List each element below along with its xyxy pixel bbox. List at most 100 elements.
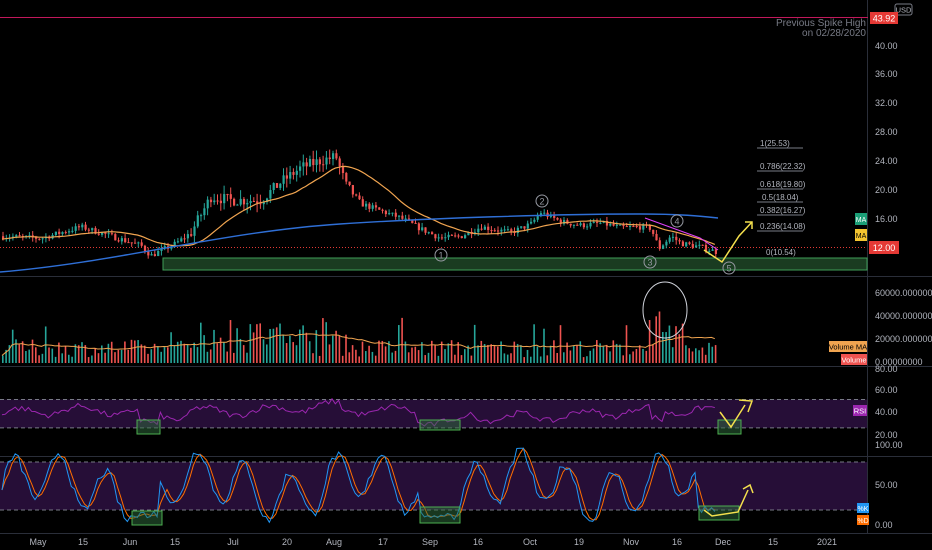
candle-body bbox=[206, 199, 209, 209]
volume-bar bbox=[124, 341, 126, 363]
volume-bar bbox=[477, 345, 479, 363]
volume-axis[interactable]: 60000.00000000 40000.00000000 20000.0000… bbox=[829, 288, 932, 367]
candle-body bbox=[223, 194, 226, 204]
volume-bar bbox=[312, 353, 314, 363]
rsi-layer bbox=[0, 397, 867, 435]
volume-bar bbox=[31, 339, 34, 363]
volume-bar bbox=[523, 357, 525, 363]
fib-label: 0.382(16.27) bbox=[760, 206, 806, 215]
wave-circle bbox=[670, 214, 684, 228]
volume-bar bbox=[64, 345, 67, 363]
candle-body bbox=[117, 240, 120, 242]
volume-label: Volume bbox=[841, 356, 866, 365]
candle-body bbox=[282, 175, 285, 184]
time-tick: 15 bbox=[170, 537, 180, 547]
candle-body bbox=[279, 183, 282, 188]
candle-body bbox=[622, 224, 625, 227]
volume-bars-layer bbox=[1, 281, 717, 363]
price-pane[interactable] bbox=[0, 0, 867, 276]
volume-bar bbox=[678, 334, 681, 363]
wave-label: 2 bbox=[539, 197, 544, 207]
volume-bar bbox=[219, 337, 222, 363]
candle-body bbox=[506, 229, 510, 231]
candle-body bbox=[424, 227, 427, 233]
fibonacci-levels[interactable]: 1(25.53) 0.786(22.32) 0.618(19.80) 0.5(1… bbox=[757, 139, 806, 257]
volume-bar bbox=[530, 356, 532, 363]
volume-bar bbox=[695, 348, 697, 363]
volume-bar bbox=[25, 350, 27, 363]
volume-bar bbox=[348, 352, 351, 363]
volume-bar bbox=[424, 355, 426, 363]
volume-bar bbox=[48, 347, 50, 363]
currency-badge[interactable] bbox=[894, 3, 913, 16]
volume-bar bbox=[190, 347, 192, 363]
volume-bar bbox=[506, 354, 509, 363]
candle-body bbox=[266, 198, 269, 203]
candle-body bbox=[609, 223, 612, 226]
price-axis[interactable]: USD 43.92 40.00 36.00 32.00 28.00 24.00 … bbox=[855, 3, 913, 254]
stoch-k-badge bbox=[857, 503, 869, 513]
candle-body bbox=[638, 226, 642, 230]
volume-bar bbox=[391, 352, 393, 363]
volume-bar bbox=[58, 342, 60, 363]
volume-bar bbox=[662, 331, 664, 363]
volume-bar bbox=[180, 340, 182, 363]
candle-body bbox=[592, 221, 595, 223]
volume-bar bbox=[216, 343, 219, 363]
candle-body bbox=[576, 224, 579, 226]
stoch-layer bbox=[0, 447, 867, 526]
candle-body bbox=[97, 233, 100, 235]
volume-bar bbox=[437, 355, 440, 363]
candle-body bbox=[391, 212, 394, 214]
volume-bar bbox=[150, 349, 153, 363]
candle-body bbox=[229, 194, 232, 199]
volume-pane[interactable] bbox=[0, 277, 867, 366]
volume-bar bbox=[355, 349, 357, 363]
rsi-axis[interactable]: 80.00 60.00 40.00 20.00 RSI bbox=[853, 364, 898, 440]
candle-body bbox=[516, 227, 519, 234]
volume-bar bbox=[81, 342, 83, 363]
volume-bar bbox=[200, 322, 202, 363]
candle-body bbox=[648, 225, 651, 230]
volume-bar bbox=[457, 342, 459, 363]
candle-body bbox=[259, 203, 262, 205]
volume-bar bbox=[302, 325, 304, 363]
candle-body bbox=[325, 157, 328, 165]
candle-body bbox=[662, 245, 665, 249]
candle-body bbox=[401, 215, 404, 219]
candle-body bbox=[285, 175, 288, 179]
candle-body bbox=[381, 209, 384, 211]
time-axis[interactable]: May 15 Jun 15 Jul 20 Aug 17 Sep 16 Oct 1… bbox=[29, 537, 837, 547]
volume-bar bbox=[368, 345, 370, 363]
candle-body bbox=[599, 222, 602, 224]
volume-bar bbox=[101, 345, 103, 363]
volume-bar bbox=[599, 343, 601, 363]
fib-label: 1(25.53) bbox=[760, 139, 790, 148]
wave-labels[interactable]: 1 2 3 4 5 bbox=[434, 194, 736, 275]
volume-bar bbox=[421, 342, 423, 363]
volume-bar bbox=[556, 352, 558, 363]
volume-bar bbox=[470, 355, 473, 363]
candle-body bbox=[338, 158, 341, 167]
time-tick: Oct bbox=[523, 537, 538, 547]
candle-body bbox=[635, 226, 638, 228]
candle-body bbox=[219, 200, 222, 204]
candle-body bbox=[345, 173, 348, 182]
volume-bar bbox=[632, 351, 634, 363]
volume-bar bbox=[665, 332, 667, 363]
candle-body bbox=[332, 153, 335, 159]
stoch-d-badge bbox=[857, 515, 869, 525]
volume-bar bbox=[308, 341, 311, 363]
volume-bar bbox=[655, 316, 657, 363]
volume-bar bbox=[38, 355, 40, 363]
volume-bar bbox=[206, 351, 209, 363]
volume-bar bbox=[582, 357, 585, 363]
candle-body bbox=[437, 237, 440, 239]
wave-circle bbox=[434, 248, 448, 262]
stoch-axis[interactable]: 100.00 50.00 0.00 %K %D bbox=[857, 440, 903, 530]
volume-bar bbox=[157, 346, 159, 363]
price-tick: 36.00 bbox=[875, 69, 898, 79]
candle-body bbox=[447, 234, 450, 238]
stoch-highlight-box bbox=[131, 510, 163, 526]
